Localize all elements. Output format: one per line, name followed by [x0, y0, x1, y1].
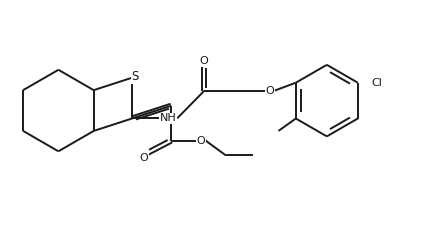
Text: S: S [131, 70, 138, 83]
Text: Cl: Cl [372, 78, 383, 88]
Text: O: O [200, 56, 208, 66]
Text: O: O [265, 86, 274, 96]
Text: O: O [197, 135, 205, 145]
Text: NH: NH [160, 113, 177, 123]
Text: O: O [140, 153, 148, 163]
